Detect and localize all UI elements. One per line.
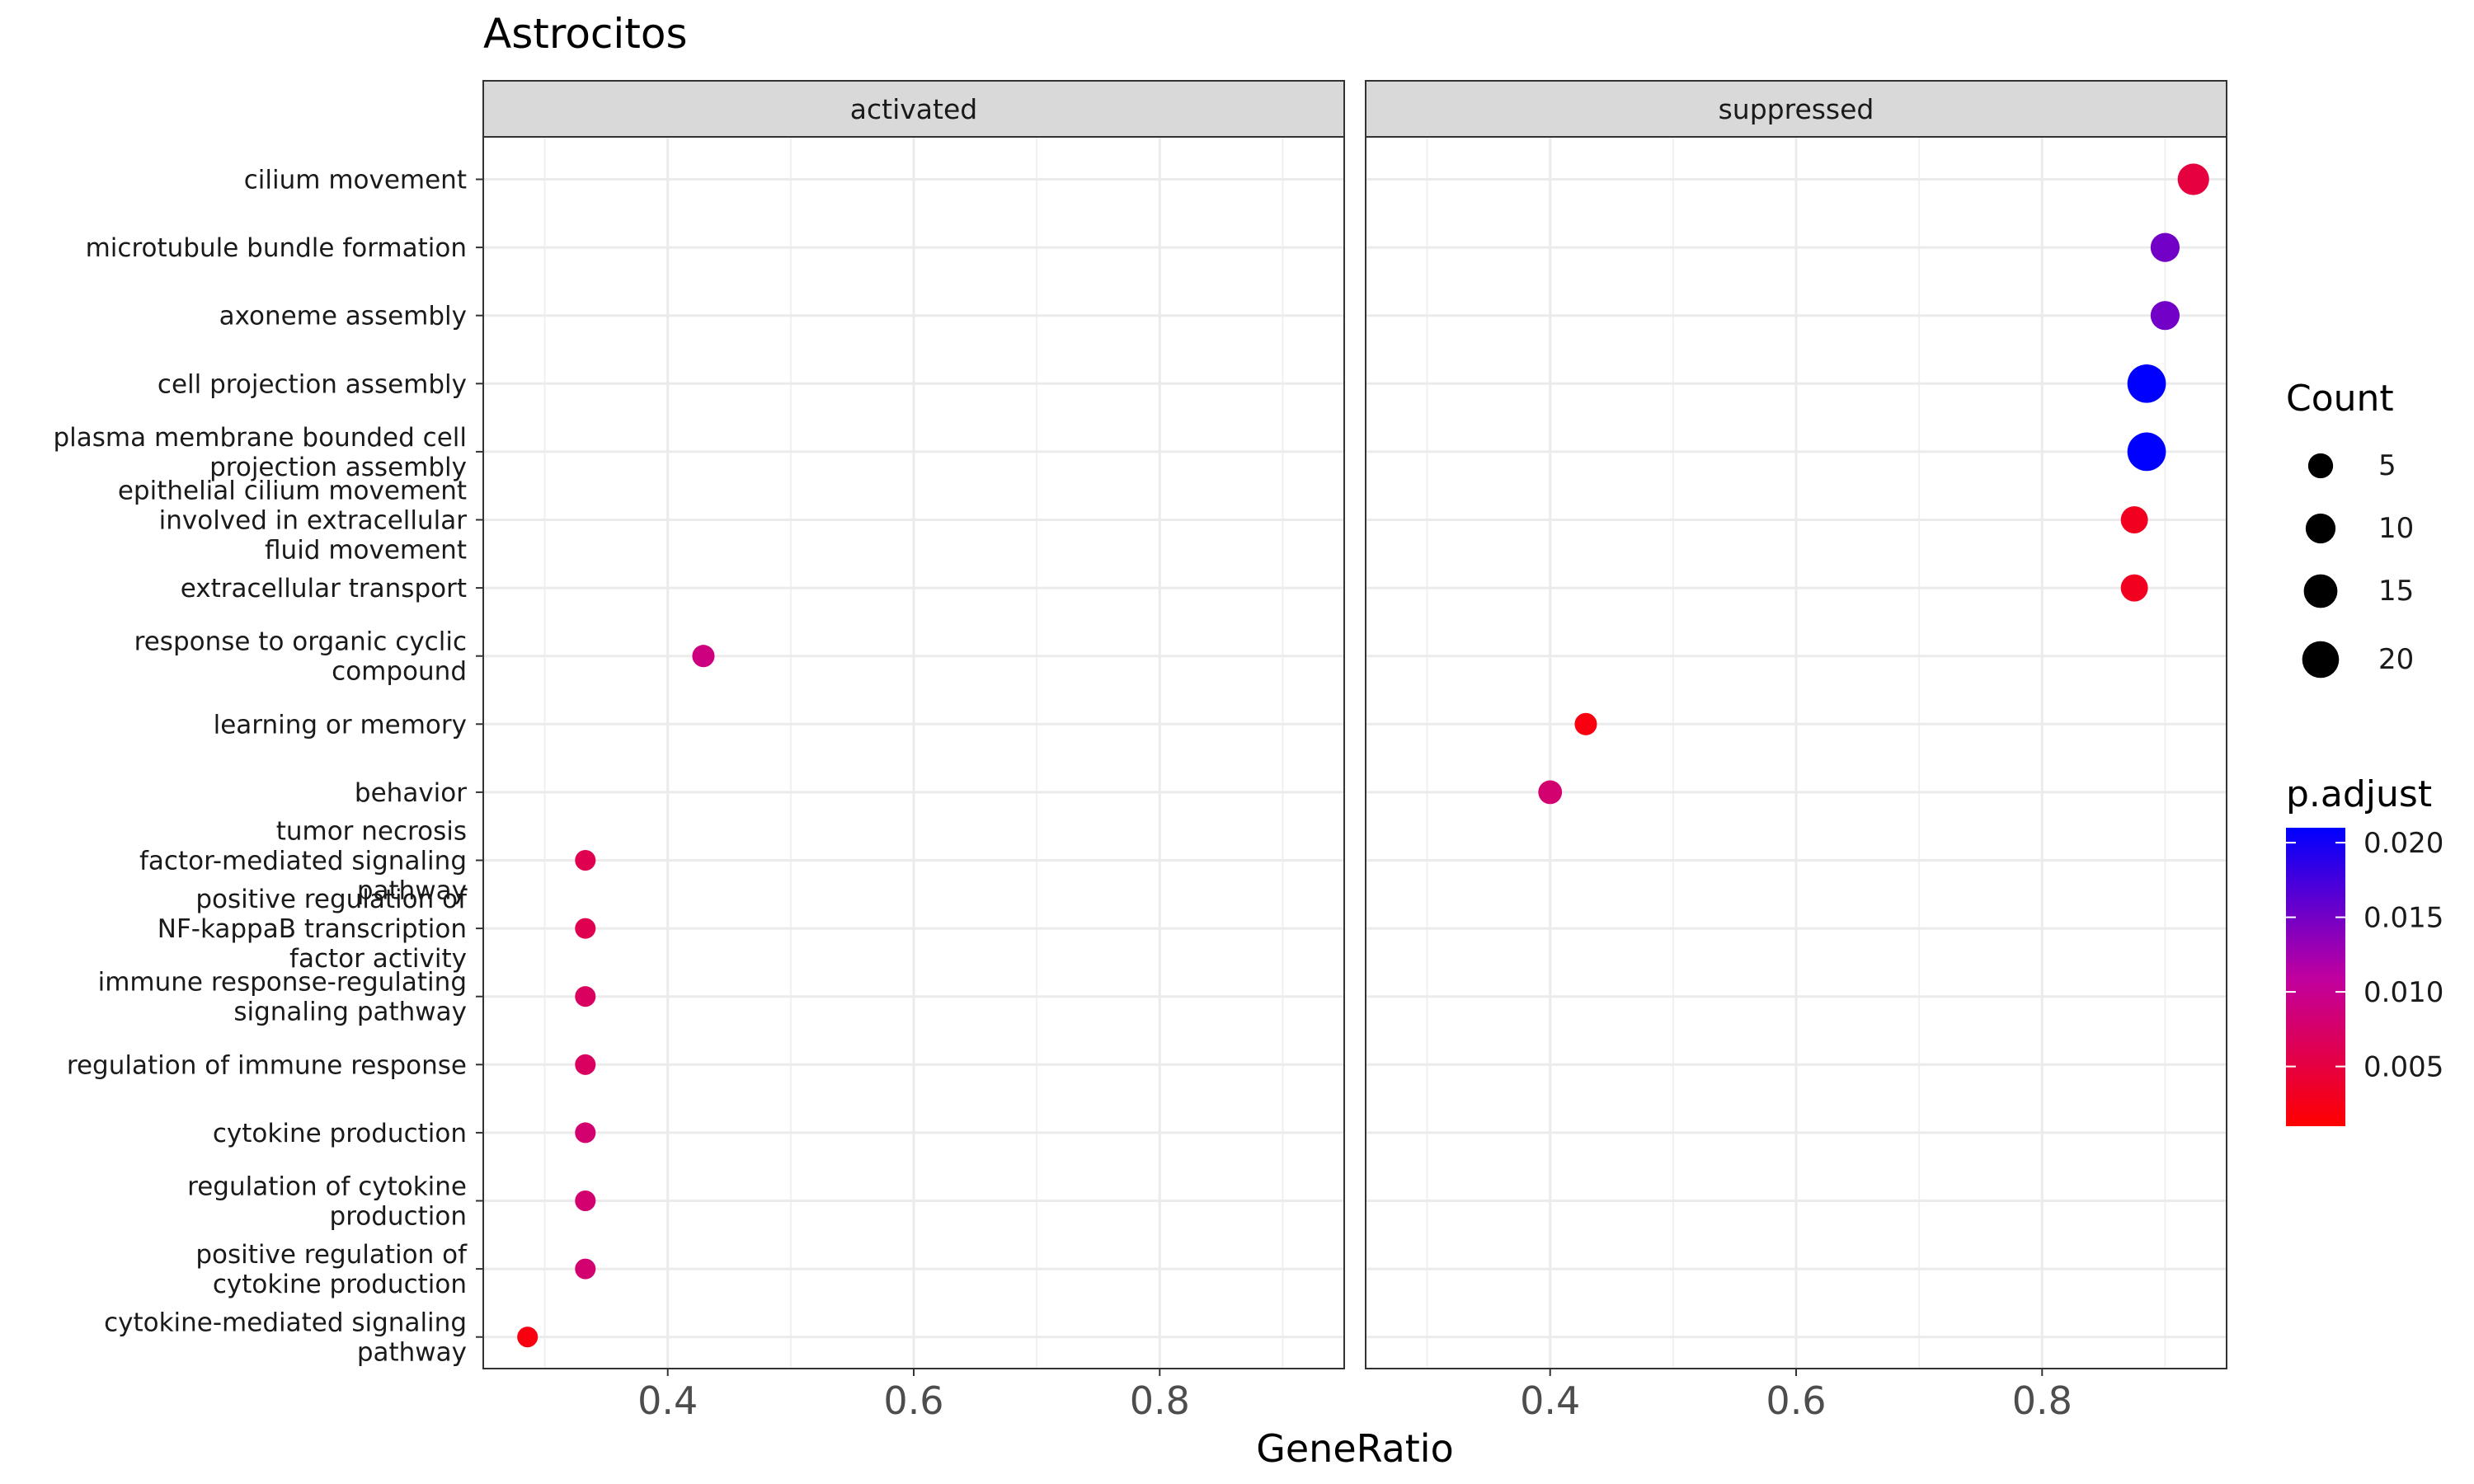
size-legend: Count 5 10 15 20	[2286, 378, 2414, 679]
size-legend-dot-15	[2303, 574, 2338, 608]
y-label-cytokine-mediated-signaling-pathway: cytokine-mediated signaling pathway	[104, 1308, 467, 1368]
size-legend-dot-5	[2307, 453, 2334, 479]
point-suppressed-plasma-membrane-bounded-cell-projection-assembly	[2127, 432, 2166, 472]
point-activated-cytokine-mediated-signaling-pathway	[517, 1327, 539, 1348]
y-label-axoneme-assembly: axoneme assembly	[219, 302, 467, 331]
point-suppressed-cell-projection-assembly	[2127, 364, 2166, 403]
y-label-immune-response-regulating-signaling-pathway: immune response-regulating signaling path…	[98, 968, 467, 1027]
size-legend-dot-10	[2305, 513, 2336, 544]
panel-activated-label: activated	[850, 93, 977, 125]
x-axis-title: GeneRatio	[1256, 1426, 1454, 1471]
x-tick-label: 0.8	[2012, 1378, 2072, 1423]
panel-suppressed: suppressed 0.4 0.6 0.8	[1365, 80, 2227, 1423]
size-legend-label-20: 20	[2378, 643, 2414, 676]
color-legend-ticks: 0.005 0.010 0.015 0.020	[2286, 827, 2443, 1084]
point-activated-cytokine-production	[575, 1122, 596, 1144]
y-label-learning-or-memory: learning or memory	[214, 710, 467, 740]
point-activated-regulation-of-immune-response	[575, 1054, 596, 1075]
x-tick-label: 0.4	[1520, 1378, 1580, 1423]
panel-suppressed-x-axis: 0.4 0.6 0.8	[1520, 1369, 2072, 1423]
point-activated-immune-response-regulating-signaling-pathway	[575, 986, 596, 1007]
y-label-response-to-organic-cyclic-compound: response to organic cyclic compound	[134, 627, 467, 687]
point-suppressed-axoneme-assembly	[2150, 301, 2180, 331]
y-label-regulation-of-cytokine-production: regulation of cytokine production	[187, 1172, 467, 1232]
size-legend-title: Count	[2286, 378, 2394, 420]
y-label-cytokine-production: cytokine production	[213, 1119, 467, 1148]
y-label-extracellular-transport: extracellular transport	[181, 574, 467, 603]
y-label-cilium-movement: cilium movement	[244, 166, 467, 195]
size-legend-dot-20	[2302, 641, 2340, 679]
size-legend-items: 5 10 15 20	[2302, 449, 2414, 679]
point-suppressed-learning-or-memory	[1574, 712, 1597, 735]
x-tick-label: 0.4	[637, 1378, 698, 1423]
panel-suppressed-label: suppressed	[1719, 93, 1874, 125]
panel-activated-grid	[483, 137, 1344, 1369]
y-label-behavior: behavior	[355, 778, 467, 808]
size-legend-label-15: 15	[2378, 575, 2414, 608]
point-suppressed-extracellular-transport	[2120, 574, 2148, 602]
point-suppressed-epithelial-cilium-movement-involved-in-extracellular-fluid-movement	[2120, 506, 2148, 533]
color-legend-label: 0.010	[2363, 976, 2443, 1009]
x-tick-label: 0.6	[883, 1378, 943, 1423]
point-activated-positive-regulation-of-cytokine-production	[575, 1258, 596, 1280]
size-legend-label-5: 5	[2378, 449, 2396, 482]
panel-suppressed-points	[1538, 163, 2209, 805]
panel-activated-strip	[482, 80, 1345, 138]
y-axis-labels: cilium movement microtubule bundle format…	[53, 166, 483, 1368]
color-legend-title: p.adjust	[2286, 773, 2432, 815]
panel-activated-points	[517, 645, 715, 1348]
color-legend-label: 0.015	[2363, 902, 2443, 935]
chart-title: Astrocitos	[483, 10, 688, 58]
color-legend-label: 0.005	[2363, 1051, 2443, 1084]
y-label-regulation-of-immune-response: regulation of immune response	[67, 1050, 467, 1080]
point-activated-response-to-organic-cyclic-compound	[692, 645, 715, 668]
panel-suppressed-grid	[1366, 137, 2227, 1369]
point-suppressed-behavior	[1538, 780, 1563, 805]
color-legend-label: 0.020	[2363, 827, 2443, 860]
y-label-tumor-necrosis-factor-mediated-signaling-pathway: tumor necrosis factor-mediated signaling p…	[139, 817, 467, 906]
color-legend-bar	[2286, 828, 2345, 1126]
panel-suppressed-strip	[1365, 80, 2227, 138]
y-label-epithelial-cilium-movement-involved-in-extracellular-fluid-movement: epithelial cilium movement involved in ex…	[118, 477, 467, 566]
y-label-microtubule-bundle-formation: microtubule bundle formation	[86, 233, 467, 263]
y-label-positive-regulation-of-nf-kappab-transcription-factor-activity: positive regulation of NF-kappaB transcri…	[158, 885, 468, 974]
panel-activated: activated 0.4 0.6 0.8	[482, 80, 1345, 1423]
point-suppressed-microtubule-bundle-formation	[2150, 232, 2180, 262]
x-tick-label: 0.8	[1130, 1378, 1190, 1423]
y-label-positive-regulation-of-cytokine-production: positive regulation of cytokine productio…	[195, 1240, 468, 1299]
panel-activated-x-axis: 0.4 0.6 0.8	[637, 1369, 1190, 1423]
point-activated-regulation-of-cytokine-production	[575, 1190, 596, 1212]
point-suppressed-cilium-movement	[2177, 163, 2209, 195]
size-legend-label-10: 10	[2378, 512, 2414, 545]
x-tick-label: 0.6	[1766, 1378, 1826, 1423]
point-activated-tumor-necrosis-factor-mediated-signaling-pathway	[575, 849, 596, 871]
y-label-cell-projection-assembly: cell projection assembly	[158, 369, 467, 399]
point-activated-positive-regulation-of-nf-kappab-transcription-factor-activity	[575, 918, 596, 939]
color-legend: p.adjust 0.005 0.010 0.015 0.020	[2286, 773, 2443, 1126]
y-label-plasma-membrane-bounded-cell-projection-assembly: plasma membrane bounded cell projection a…	[53, 423, 467, 482]
